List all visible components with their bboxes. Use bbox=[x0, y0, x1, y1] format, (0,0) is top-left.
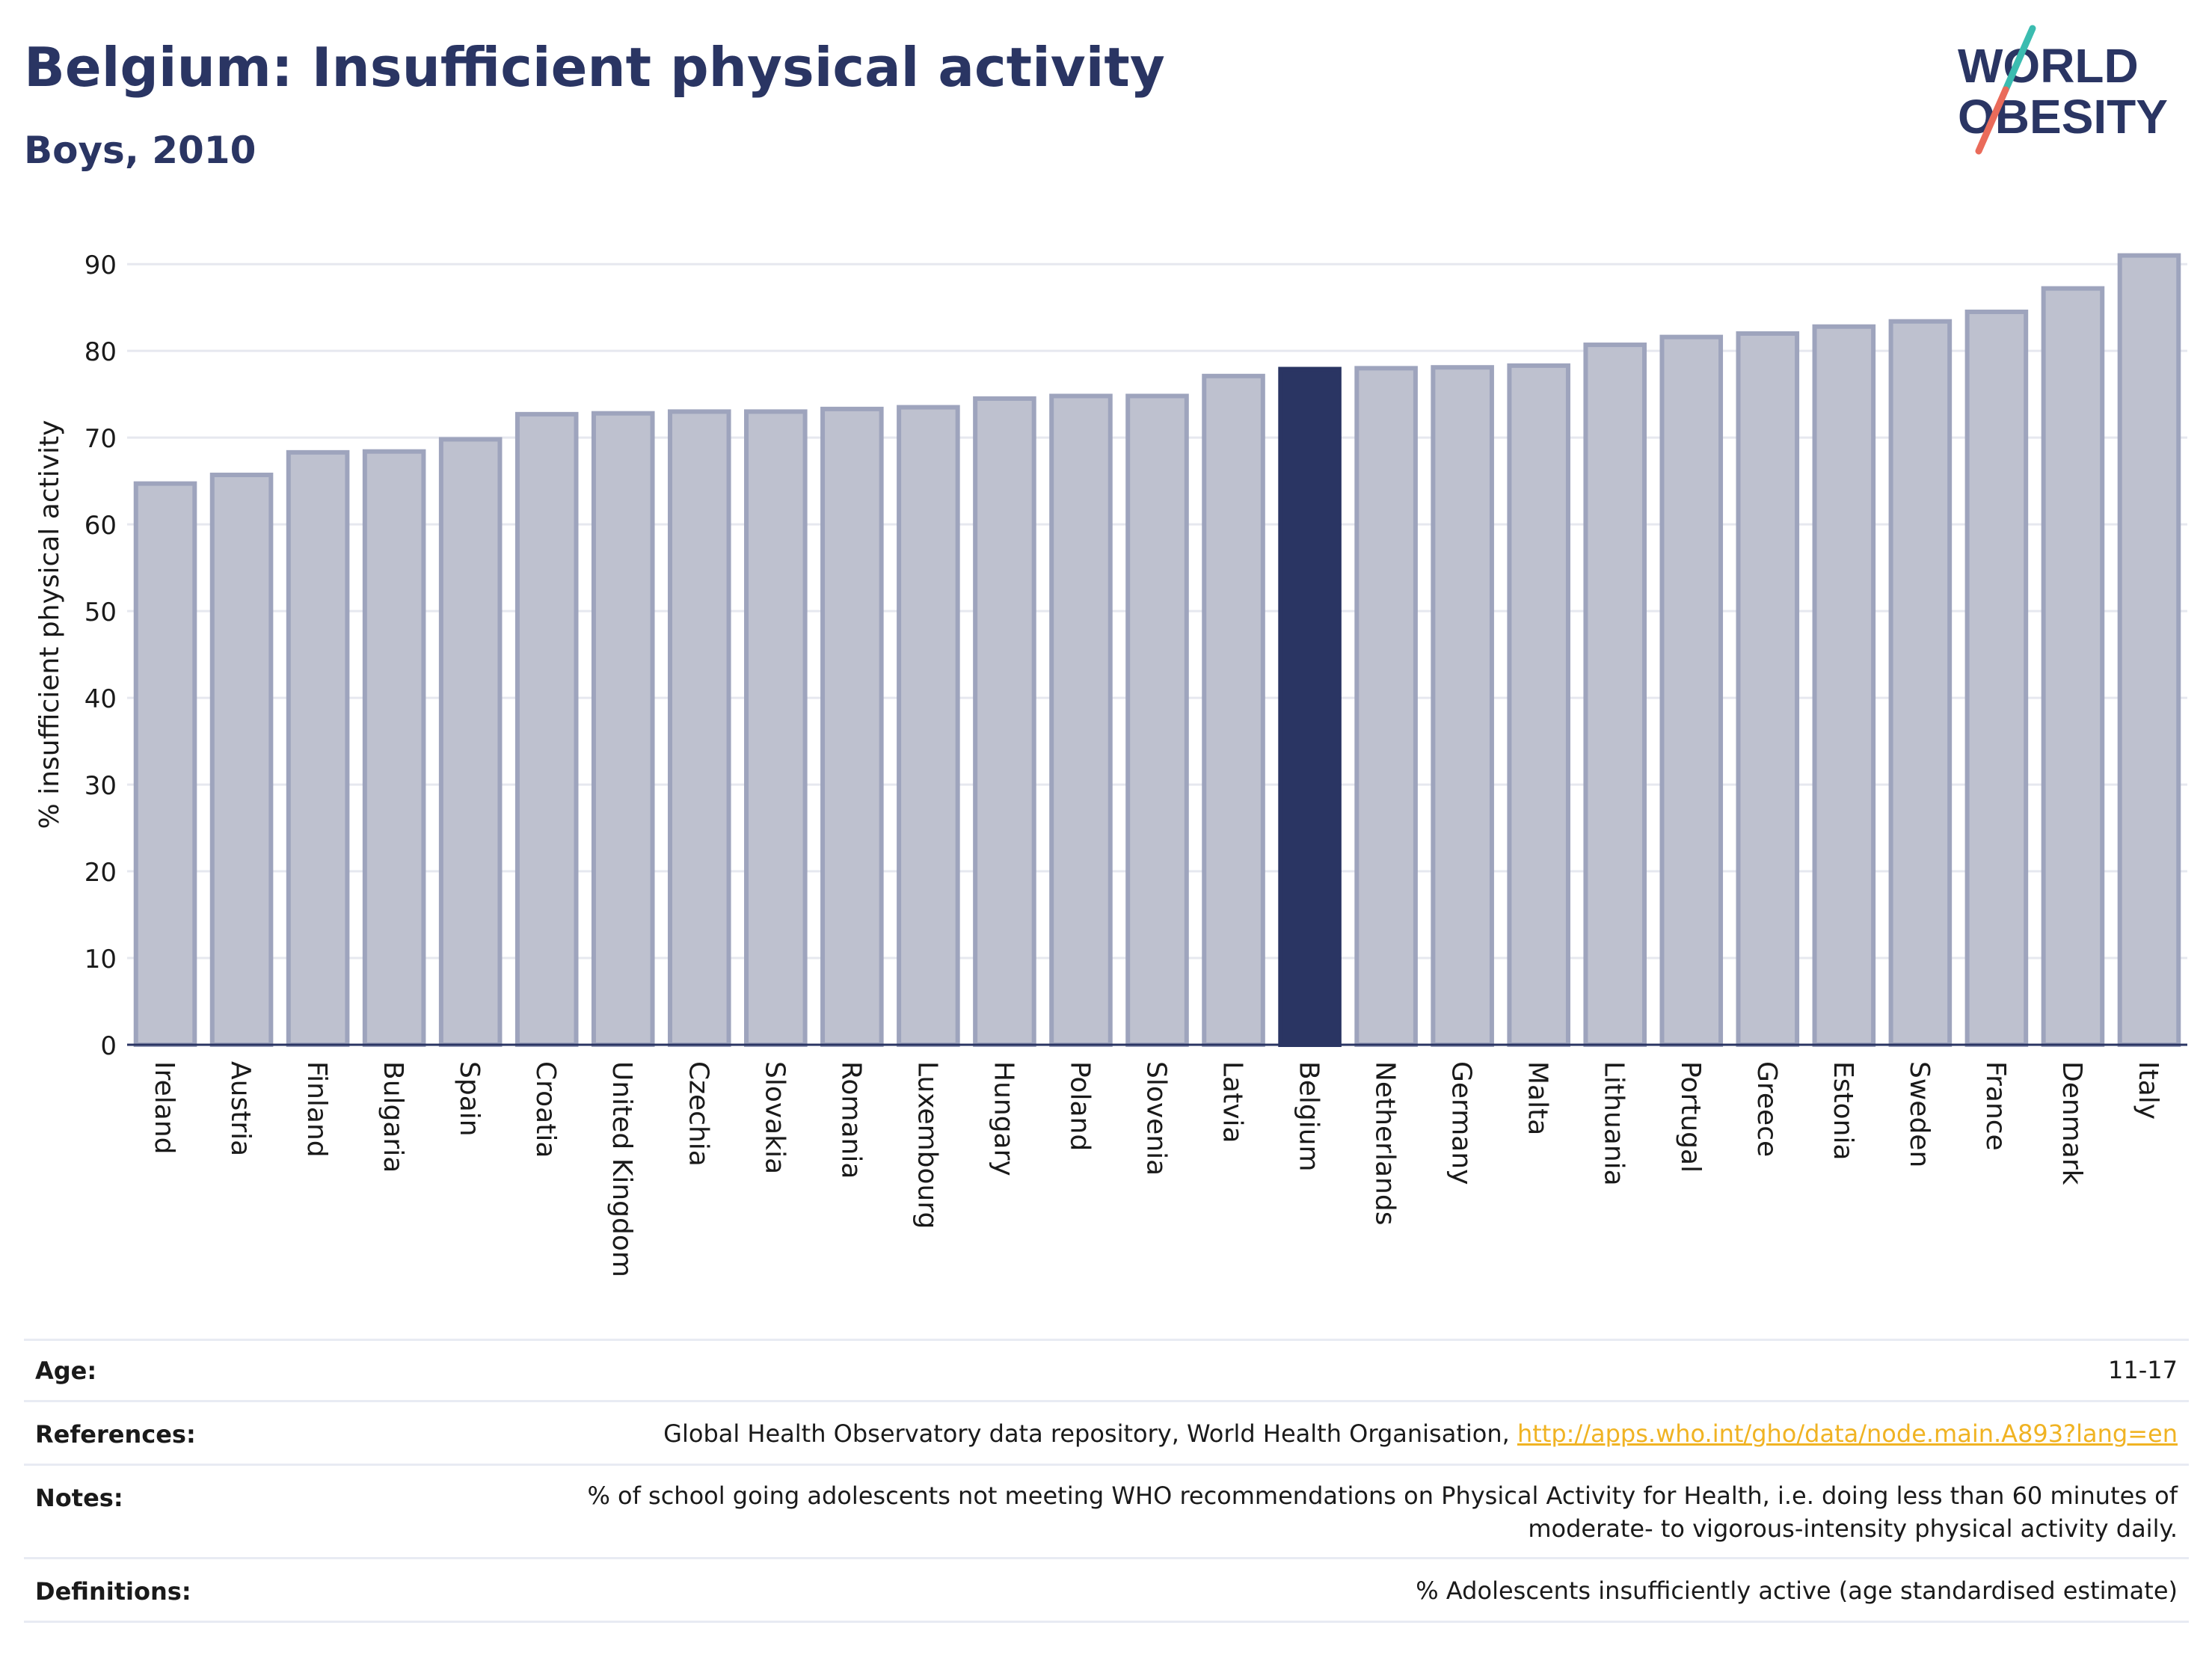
definitions-label: Definitions: bbox=[35, 1577, 191, 1606]
meta-row-definitions: Definitions: % Adolescents insufficientl… bbox=[24, 1559, 2189, 1623]
notes-line-1: % of school going adolescents not meetin… bbox=[587, 1481, 2178, 1510]
x-tick-label: Lithuania bbox=[1599, 1061, 1629, 1186]
world-obesity-logo: WORLD OBESITY bbox=[1958, 25, 2168, 155]
bar-united-kingdom bbox=[591, 411, 655, 1047]
x-tick-label: Poland bbox=[1064, 1061, 1095, 1151]
x-tick-label: Croatia bbox=[530, 1061, 561, 1158]
x-tick-label: Romania bbox=[835, 1061, 866, 1179]
bar-hungary bbox=[973, 396, 1036, 1047]
y-tick-label: 70 bbox=[85, 424, 117, 454]
x-tick-label: Denmark bbox=[2056, 1061, 2087, 1185]
x-tick-label: Austria bbox=[225, 1061, 256, 1156]
bar-belgium bbox=[1278, 366, 1342, 1047]
bar-poland bbox=[1049, 393, 1113, 1047]
x-tick-label: Slovenia bbox=[1141, 1061, 1172, 1176]
x-tick-label: Belgium bbox=[1294, 1061, 1324, 1172]
bar-malta bbox=[1507, 363, 1570, 1048]
meta-row-references: References: Global Health Observatory da… bbox=[24, 1402, 2189, 1466]
bar-bulgaria bbox=[362, 449, 426, 1047]
bar-latvia bbox=[1202, 373, 1265, 1047]
meta-row-top-border bbox=[24, 1339, 2189, 1341]
bar-greece bbox=[1736, 331, 1800, 1047]
page-title: Belgium: Insufficient physical activity bbox=[24, 36, 1165, 99]
meta-row-notes: Notes: % of school going adolescents not… bbox=[24, 1466, 2189, 1559]
x-tick-label: Sweden bbox=[1904, 1061, 1935, 1167]
references-label: References: bbox=[35, 1420, 196, 1449]
x-tick-label: Estonia bbox=[1828, 1061, 1858, 1161]
y-tick-label: 30 bbox=[85, 771, 117, 801]
y-tick-labels: 0 10 20 30 40 50 60 70 80 90 bbox=[85, 251, 117, 1061]
x-tick-label: Slovakia bbox=[759, 1061, 790, 1174]
definitions-value: % Adolescents insufficiently active (age… bbox=[1416, 1576, 2178, 1605]
x-tick-label: Ireland bbox=[149, 1061, 179, 1155]
x-tick-label: Czechia bbox=[683, 1061, 713, 1167]
age-label: Age: bbox=[35, 1357, 97, 1385]
x-tick-labels: Ireland Austria Finland Bulgaria Spain Croati… bbox=[149, 1061, 2163, 1277]
x-tick-label: Bulgaria bbox=[378, 1061, 408, 1173]
x-tick-label: Germany bbox=[1446, 1061, 1477, 1185]
bar-lithuania bbox=[1583, 343, 1647, 1047]
x-tick-label: Finland bbox=[301, 1061, 332, 1158]
bar-austria bbox=[209, 473, 274, 1047]
x-tick-label: France bbox=[1980, 1061, 2011, 1151]
notes-line-2: moderate- to vigorous-intensity physical… bbox=[1528, 1514, 2178, 1543]
svg-text:WORLD: WORLD bbox=[1958, 39, 2139, 93]
x-tick-label: Portugal bbox=[1675, 1061, 1706, 1173]
references-link[interactable]: http://apps.who.int/gho/data/node.main.A… bbox=[1517, 1419, 2178, 1448]
x-tick-label: Luxembourg bbox=[912, 1061, 942, 1229]
notes-value: % of school going adolescents not meetin… bbox=[587, 1479, 2178, 1545]
bar-croatia bbox=[514, 411, 579, 1047]
bar-romania bbox=[820, 406, 884, 1047]
bar-czechia bbox=[667, 409, 731, 1047]
x-tick-label: Greece bbox=[1751, 1061, 1782, 1157]
bar-portugal bbox=[1659, 334, 1724, 1048]
x-tick-label: Italy bbox=[2133, 1061, 2163, 1120]
y-tick-label: 10 bbox=[85, 945, 117, 974]
y-tick-label: 90 bbox=[85, 251, 117, 280]
bar-estonia bbox=[1812, 324, 1876, 1047]
bar-denmark bbox=[2041, 286, 2105, 1047]
bar-germany bbox=[1431, 365, 1494, 1047]
y-axis-label: % insufficient physical activity bbox=[34, 420, 65, 829]
bar-chart: 0 10 20 30 40 50 60 70 80 90 Ireland Austria Finlan… bbox=[34, 251, 2187, 1277]
bar-netherlands bbox=[1354, 366, 1418, 1047]
x-tick-label: Malta bbox=[1523, 1061, 1553, 1135]
x-tick-label: United Kingdom bbox=[606, 1061, 637, 1277]
bar-slovenia bbox=[1125, 393, 1189, 1047]
bar-finland bbox=[286, 449, 350, 1047]
bar-slovakia bbox=[744, 409, 808, 1047]
y-tick-label: 60 bbox=[85, 511, 117, 541]
x-tick-label: Latvia bbox=[1217, 1061, 1248, 1143]
bar-spain bbox=[438, 437, 503, 1047]
references-text: Global Health Observatory data repositor… bbox=[663, 1419, 1510, 1448]
x-tick-label: Netherlands bbox=[1370, 1061, 1401, 1225]
notes-label: Notes: bbox=[35, 1484, 123, 1512]
y-tick-label: 20 bbox=[85, 858, 117, 888]
x-tick-label: Hungary bbox=[988, 1061, 1019, 1176]
bar-italy bbox=[2117, 253, 2181, 1048]
references-value: Global Health Observatory data repositor… bbox=[663, 1417, 2178, 1450]
y-tick-label: 80 bbox=[85, 337, 117, 367]
bar-france bbox=[1964, 309, 2029, 1047]
page-subtitle: Boys, 2010 bbox=[24, 129, 256, 172]
y-tick-label: 40 bbox=[85, 684, 117, 714]
bar-ireland bbox=[133, 481, 197, 1047]
age-value: 11-17 bbox=[2108, 1356, 2178, 1384]
y-tick-label: 0 bbox=[100, 1031, 117, 1061]
bars bbox=[133, 253, 2181, 1048]
x-tick-label: Spain bbox=[454, 1061, 485, 1137]
bar-sweden bbox=[1888, 319, 1953, 1047]
bar-luxembourg bbox=[897, 405, 960, 1047]
y-tick-label: 50 bbox=[85, 598, 117, 627]
meta-row-age: Age: 11-17 bbox=[24, 1339, 2189, 1402]
